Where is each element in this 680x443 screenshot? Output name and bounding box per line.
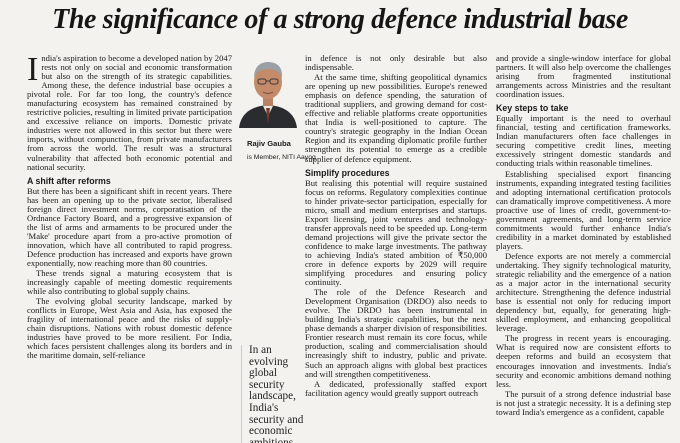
article-column-3: in defence is not only desirable but als… bbox=[305, 53, 487, 399]
paragraph: A dedicated, professionally staffed expo… bbox=[305, 378, 487, 398]
section-heading-key-steps: Key steps to take bbox=[496, 103, 569, 114]
paragraph: The evolving global security landscape, … bbox=[27, 296, 232, 361]
paragraph: and provide a single-window interface fo… bbox=[496, 53, 671, 100]
pullquote: In an evolving global security landscape… bbox=[249, 345, 304, 443]
paragraph: Establishing specialised export financin… bbox=[496, 168, 671, 251]
author-photo bbox=[235, 50, 301, 128]
drop-cap: I bbox=[27, 51, 39, 88]
paragraph: The progress in recent years is encourag… bbox=[496, 333, 671, 389]
section-heading-simplify: Simplify procedures bbox=[305, 167, 390, 178]
pullquote-rule bbox=[241, 345, 242, 443]
paragraph: But there has been a significant shift i… bbox=[27, 185, 232, 268]
author-role: is Member, NITI Aayog bbox=[247, 154, 316, 161]
paragraph: Equally important is the need to overhau… bbox=[496, 113, 671, 169]
paragraph: The pursuit of a strong defence industri… bbox=[496, 388, 671, 417]
paragraph: But realising this potential will requir… bbox=[305, 177, 487, 288]
paragraph: At the same time, shifting geopolitical … bbox=[305, 72, 487, 164]
paragraph: in defence is not only desirable but als… bbox=[305, 53, 487, 73]
paragraph: These trends signal a maturing ecosystem… bbox=[27, 268, 232, 297]
author-name: Rajiv Gauba bbox=[247, 139, 291, 148]
headline: The significance of a strong defence ind… bbox=[52, 4, 628, 35]
author-portrait-icon bbox=[239, 62, 297, 128]
paragraph: Defence exports are not merely a commerc… bbox=[496, 250, 671, 334]
intro-text: ndia's aspiration to become a developed … bbox=[27, 53, 232, 172]
paragraph: The role of the Defence Research and Dev… bbox=[305, 287, 487, 379]
section-heading-shift: A shift after reforms bbox=[27, 175, 111, 186]
article-column-4: and provide a single-window interface fo… bbox=[496, 53, 671, 418]
